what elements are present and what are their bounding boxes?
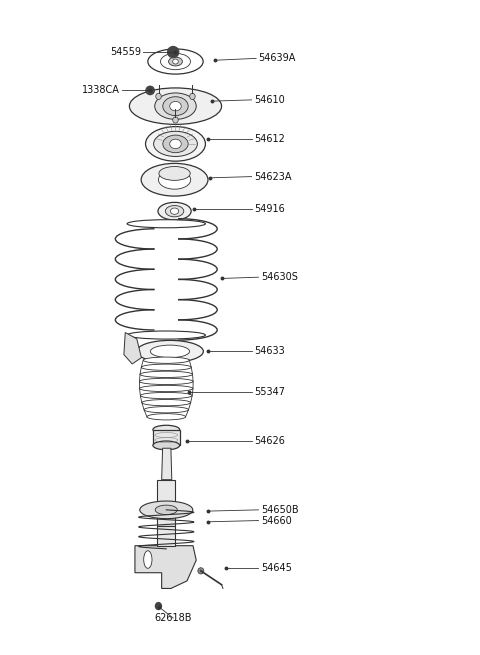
Ellipse shape [158,170,191,189]
Text: 54650B: 54650B [261,505,299,515]
Ellipse shape [155,93,196,119]
Text: 54660: 54660 [261,515,291,525]
Ellipse shape [173,59,178,64]
Ellipse shape [127,219,205,228]
Ellipse shape [170,139,181,149]
Text: 54610: 54610 [254,95,285,105]
Text: 54633: 54633 [254,346,285,356]
Ellipse shape [156,603,161,610]
Ellipse shape [144,551,152,569]
Text: 54916: 54916 [254,204,285,214]
Text: 54639A: 54639A [258,53,296,64]
Ellipse shape [170,208,179,214]
Ellipse shape [153,441,180,450]
Ellipse shape [142,400,191,406]
Text: 54559: 54559 [110,47,141,57]
Ellipse shape [154,131,197,157]
Ellipse shape [190,93,195,100]
Ellipse shape [163,135,188,153]
Text: 1338CA: 1338CA [82,85,120,96]
Ellipse shape [146,86,154,94]
Ellipse shape [144,407,189,413]
Polygon shape [157,525,176,546]
Text: 54630S: 54630S [261,272,298,282]
Text: 54626: 54626 [254,436,285,445]
Ellipse shape [147,414,186,420]
Ellipse shape [140,392,192,399]
Ellipse shape [145,126,205,161]
Polygon shape [153,430,180,445]
Ellipse shape [163,97,188,115]
Ellipse shape [153,425,180,434]
Ellipse shape [165,206,184,217]
Polygon shape [162,448,172,479]
Polygon shape [157,479,176,525]
Ellipse shape [158,202,191,220]
Ellipse shape [168,47,179,58]
Ellipse shape [141,364,191,371]
Ellipse shape [159,166,190,180]
Ellipse shape [141,163,208,196]
Text: 62618B: 62618B [155,613,192,623]
Ellipse shape [155,505,177,515]
Ellipse shape [150,345,190,358]
Ellipse shape [140,371,192,377]
Ellipse shape [136,341,204,362]
Ellipse shape [127,331,205,339]
Ellipse shape [143,357,189,364]
Ellipse shape [139,379,193,384]
Ellipse shape [148,49,203,74]
Polygon shape [135,546,196,588]
Ellipse shape [140,501,193,519]
Ellipse shape [170,102,181,111]
Ellipse shape [156,93,161,100]
Text: 55347: 55347 [254,386,285,397]
Ellipse shape [173,117,178,123]
Ellipse shape [198,568,204,574]
Text: 54612: 54612 [254,134,285,144]
Polygon shape [124,333,142,364]
Ellipse shape [160,53,191,69]
Ellipse shape [140,385,193,392]
Ellipse shape [168,57,182,66]
Ellipse shape [130,88,222,124]
Text: 54623A: 54623A [254,172,291,181]
Text: 54645: 54645 [261,563,292,572]
